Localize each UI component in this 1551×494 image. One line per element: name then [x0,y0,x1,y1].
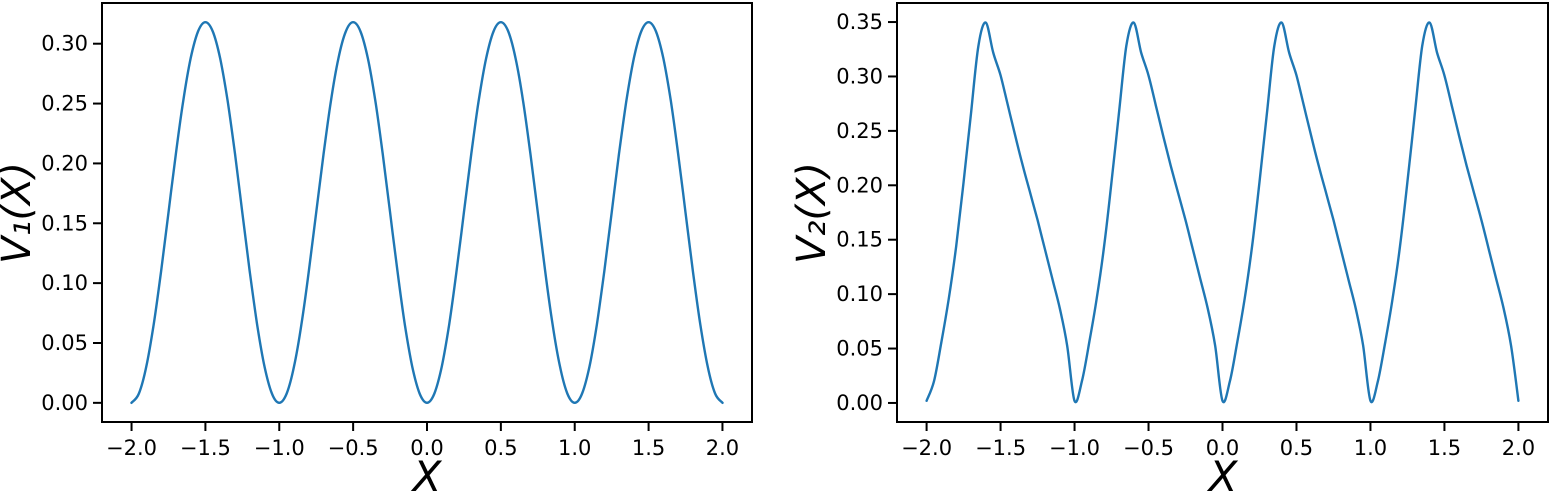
x-tick-label: 0.5 [484,436,517,460]
right-plot: −2.0 −1.5 −1.0 −0.5 0.0 0.5 1.0 1.5 2.0 0.00 0.05 0… [789,2,1549,494]
x-tick-label: 0.5 [1280,436,1313,460]
y-tick-label: 0.10 [41,271,88,295]
x-tick-label: 1.5 [632,436,665,460]
x-tick-label: 1.0 [1354,436,1387,460]
y-tick-label: 0.00 [41,391,88,415]
y-tick-label: 0.15 [41,211,88,235]
x-tick-label: −0.5 [1123,436,1174,460]
x-axis-label: X [411,452,443,494]
ticks: −2.0 −1.5 −1.0 −0.5 0.0 0.5 1.0 1.5 2.0 0.00 0.05 0… [836,10,1535,460]
axes-frame [101,2,753,423]
x-axis-label: X [1207,452,1239,494]
x-tick-label: 1.0 [558,436,591,460]
y-axis-label: V₂(X) [789,162,835,264]
axes-frame [896,2,1549,423]
x-tick-label: −1.0 [1049,436,1100,460]
y-tick-label: 0.25 [836,119,883,143]
x-tick-label: −2.0 [901,436,952,460]
left-plot: −2.0 −1.5 −1.0 −0.5 0.0 0.5 1.0 1.5 2.0 0.00 0.05 0… [0,2,753,494]
x-tick-label: −2.0 [106,436,157,460]
curve-group [925,21,1520,404]
x-tick-label: 2.0 [1502,436,1535,460]
y-axis-label: V₁(X) [0,162,40,264]
x-tick-label: 1.5 [1428,436,1461,460]
x-tick-label: −0.5 [328,436,379,460]
axes-frame-rect [101,2,753,423]
x-tick-label: −1.0 [254,436,305,460]
y-tick-label: 0.20 [41,151,88,175]
y-tick-label: 0.05 [836,337,883,361]
ticks: −2.0 −1.5 −1.0 −0.5 0.0 0.5 1.0 1.5 2.0 0.00 0.05 0… [41,32,739,460]
y-tick-label: 0.00 [836,391,883,415]
y-tick-label: 0.10 [836,282,883,306]
axes-frame-rect [896,2,1549,423]
x-tick-label: 0.0 [1206,436,1239,460]
series-line [130,21,724,404]
x-tick-label: −1.5 [975,436,1026,460]
series-line [925,21,1520,404]
y-tick-label: 0.05 [41,331,88,355]
y-tick-label: 0.30 [41,32,88,56]
y-tick-label: 0.25 [41,92,88,116]
curve-group [130,21,724,404]
y-tick-label: 0.15 [836,228,883,252]
x-tick-label: 0.0 [410,436,443,460]
y-tick-label: 0.20 [836,173,883,197]
x-tick-label: −1.5 [180,436,231,460]
y-tick-label: 0.30 [836,64,883,88]
y-tick-label: 0.35 [836,10,883,34]
x-tick-label: 2.0 [706,436,739,460]
